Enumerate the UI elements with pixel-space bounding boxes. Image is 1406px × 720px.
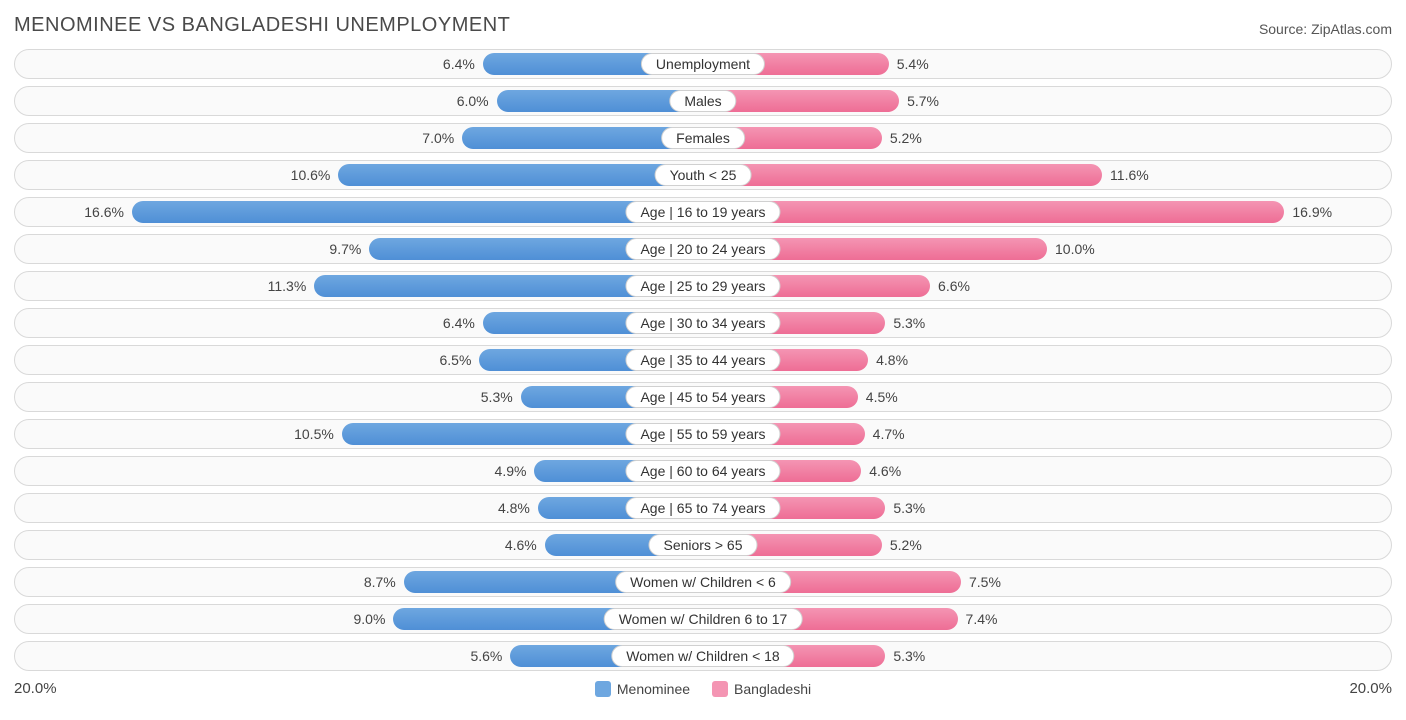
value-label-menominee: 10.6% <box>291 161 331 189</box>
value-label-menominee: 5.3% <box>481 383 513 411</box>
legend-item-menominee: Menominee <box>595 681 690 697</box>
category-label: Unemployment <box>641 53 765 75</box>
category-label: Women w/ Children < 6 <box>615 571 791 593</box>
chart-row: 6.4% 5.3% Age | 30 to 34 years <box>14 308 1392 338</box>
category-label: Age | 65 to 74 years <box>625 497 780 519</box>
value-label-menominee: 6.4% <box>443 50 475 78</box>
value-label-menominee: 8.7% <box>364 568 396 596</box>
value-label-menominee: 6.4% <box>443 309 475 337</box>
legend-swatch-bangladeshi <box>712 681 728 697</box>
value-label-bangladeshi: 5.2% <box>890 531 922 559</box>
value-label-bangladeshi: 5.4% <box>897 50 929 78</box>
value-label-bangladeshi: 10.0% <box>1055 235 1095 263</box>
category-label: Age | 16 to 19 years <box>625 201 780 223</box>
legend-label-menominee: Menominee <box>617 681 690 697</box>
value-label-menominee: 6.5% <box>439 346 471 374</box>
value-label-bangladeshi: 4.5% <box>866 383 898 411</box>
diverging-bar-chart: 6.4% 5.4% Unemployment 6.0% 5.7% Males 7.0% 5.2… <box>14 49 1392 671</box>
bar-menominee <box>338 164 703 186</box>
value-label-menominee: 9.0% <box>353 605 385 633</box>
value-label-bangladeshi: 4.8% <box>876 346 908 374</box>
value-label-bangladeshi: 5.3% <box>893 642 925 670</box>
category-label: Age | 20 to 24 years <box>625 238 780 260</box>
value-label-menominee: 4.8% <box>498 494 530 522</box>
bar-bangladeshi <box>703 164 1102 186</box>
chart-row: 4.9% 4.6% Age | 60 to 64 years <box>14 456 1392 486</box>
value-label-bangladeshi: 11.6% <box>1110 161 1149 189</box>
chart-row: 11.3% 6.6% Age | 25 to 29 years <box>14 271 1392 301</box>
value-label-bangladeshi: 5.3% <box>893 494 925 522</box>
chart-header: MENOMINEE VS BANGLADESHI UNEMPLOYMENT So… <box>14 10 1392 49</box>
chart-title: MENOMINEE VS BANGLADESHI UNEMPLOYMENT <box>14 14 510 37</box>
axis-left-max: 20.0% <box>14 680 57 697</box>
value-label-menominee: 16.6% <box>84 198 124 226</box>
value-label-bangladeshi: 4.7% <box>873 420 905 448</box>
chart-row: 10.6% 11.6% Youth < 25 <box>14 160 1392 190</box>
value-label-bangladeshi: 5.7% <box>907 87 939 115</box>
chart-source: Source: ZipAtlas.com <box>1259 21 1392 37</box>
value-label-menominee: 11.3% <box>268 272 307 300</box>
value-label-menominee: 4.9% <box>495 457 527 485</box>
category-label: Age | 55 to 59 years <box>625 423 780 445</box>
value-label-bangladeshi: 5.2% <box>890 124 922 152</box>
chart-row: 7.0% 5.2% Females <box>14 123 1392 153</box>
value-label-bangladeshi: 4.6% <box>869 457 901 485</box>
category-label: Males <box>669 90 736 112</box>
legend: Menominee Bangladeshi <box>595 681 811 697</box>
value-label-bangladeshi: 7.5% <box>969 568 1001 596</box>
legend-label-bangladeshi: Bangladeshi <box>734 681 811 697</box>
bar-bangladeshi <box>703 201 1284 223</box>
chart-row: 10.5% 4.7% Age | 55 to 59 years <box>14 419 1392 449</box>
category-label: Age | 35 to 44 years <box>625 349 780 371</box>
chart-row: 6.4% 5.4% Unemployment <box>14 49 1392 79</box>
value-label-bangladeshi: 5.3% <box>893 309 925 337</box>
chart-row: 9.0% 7.4% Women w/ Children 6 to 17 <box>14 604 1392 634</box>
chart-row: 4.6% 5.2% Seniors > 65 <box>14 530 1392 560</box>
chart-row: 9.7% 10.0% Age | 20 to 24 years <box>14 234 1392 264</box>
chart-row: 4.8% 5.3% Age | 65 to 74 years <box>14 493 1392 523</box>
category-label: Females <box>661 127 745 149</box>
category-label: Seniors > 65 <box>649 534 758 556</box>
value-label-menominee: 4.6% <box>505 531 537 559</box>
category-label: Age | 30 to 34 years <box>625 312 780 334</box>
value-label-menominee: 10.5% <box>294 420 334 448</box>
axis-right-max: 20.0% <box>1349 680 1392 697</box>
value-label-menominee: 5.6% <box>470 642 502 670</box>
value-label-menominee: 6.0% <box>457 87 489 115</box>
category-label: Youth < 25 <box>655 164 752 186</box>
chart-row: 6.5% 4.8% Age | 35 to 44 years <box>14 345 1392 375</box>
value-label-menominee: 7.0% <box>422 124 454 152</box>
legend-swatch-menominee <box>595 681 611 697</box>
chart-row: 5.6% 5.3% Women w/ Children < 18 <box>14 641 1392 671</box>
bar-menominee <box>132 201 703 223</box>
chart-row: 6.0% 5.7% Males <box>14 86 1392 116</box>
category-label: Women w/ Children 6 to 17 <box>604 608 803 630</box>
category-label: Age | 25 to 29 years <box>625 275 780 297</box>
value-label-menominee: 9.7% <box>329 235 361 263</box>
value-label-bangladeshi: 6.6% <box>938 272 970 300</box>
chart-row: 16.6% 16.9% Age | 16 to 19 years <box>14 197 1392 227</box>
chart-row: 8.7% 7.5% Women w/ Children < 6 <box>14 567 1392 597</box>
chart-row: 5.3% 4.5% Age | 45 to 54 years <box>14 382 1392 412</box>
chart-footer: 20.0% Menominee Bangladeshi 20.0% <box>14 678 1392 697</box>
value-label-bangladeshi: 7.4% <box>966 605 998 633</box>
legend-item-bangladeshi: Bangladeshi <box>712 681 811 697</box>
value-label-bangladeshi: 16.9% <box>1292 198 1332 226</box>
category-label: Age | 60 to 64 years <box>625 460 780 482</box>
category-label: Age | 45 to 54 years <box>625 386 780 408</box>
category-label: Women w/ Children < 18 <box>611 645 794 667</box>
